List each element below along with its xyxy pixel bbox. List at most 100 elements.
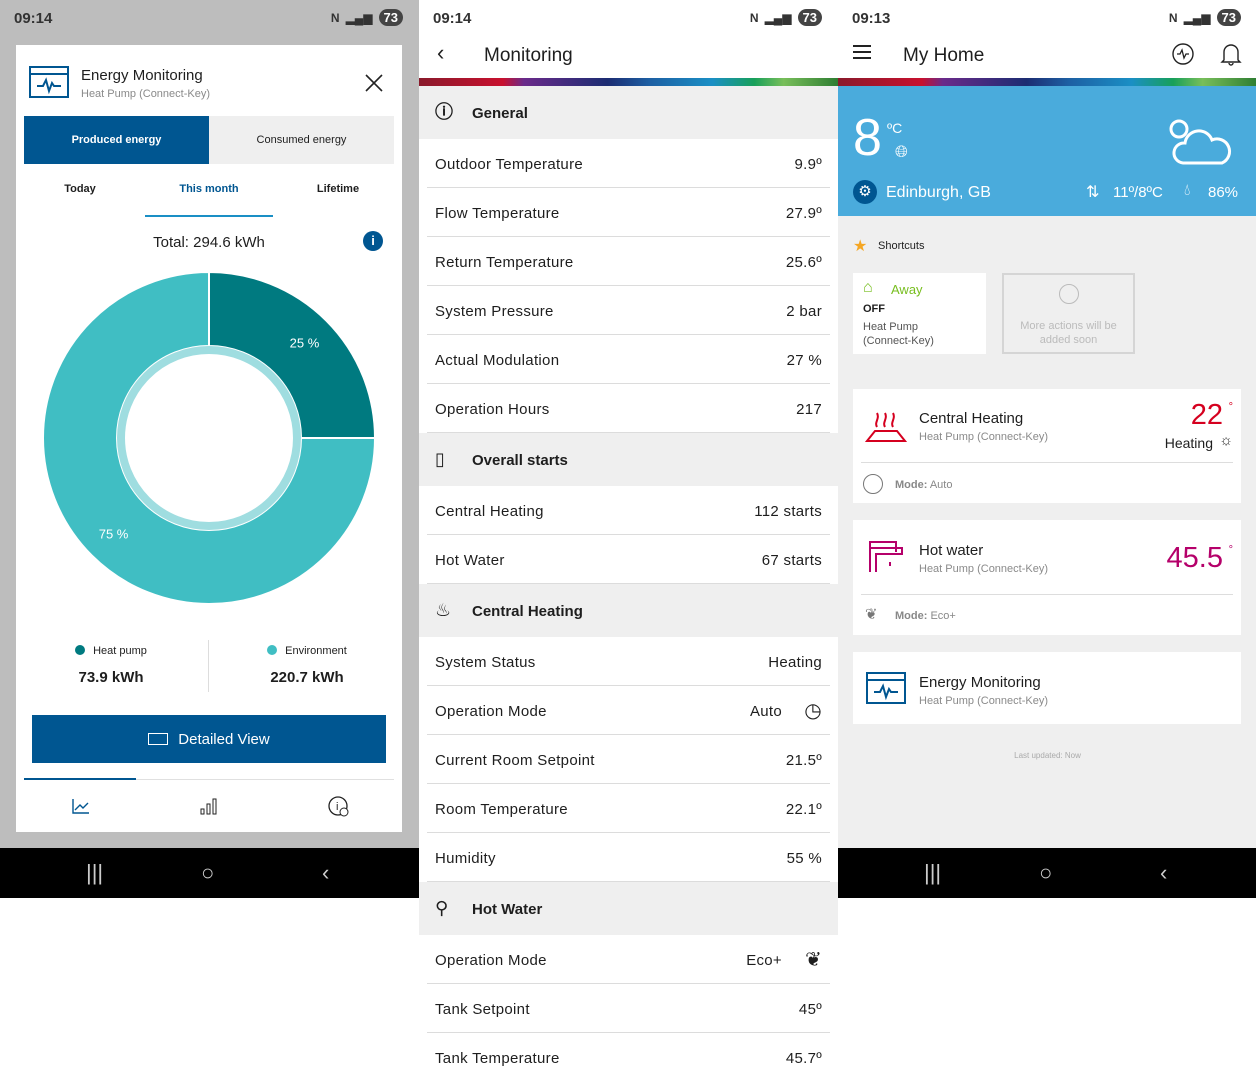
tab-consumed-energy[interactable]: Consumed energy — [209, 116, 394, 164]
away-house-icon: ⌂ — [863, 279, 873, 296]
away-shortcut[interactable]: ⌂ Away OFF Heat Pump (Connect-Key) — [853, 273, 986, 354]
divider — [208, 640, 209, 692]
battery-icon: 73 — [1216, 9, 1241, 26]
nfc-icon: N — [749, 10, 759, 25]
row-value: 21.5º — [785, 752, 822, 769]
heat-pump-dot — [75, 645, 86, 655]
signal-icon: ▂▄▆ — [1183, 10, 1211, 25]
row-value: 27 % — [786, 352, 822, 369]
status-time: 09:13 — [852, 10, 891, 27]
settings-icon[interactable]: ⚙ — [853, 180, 877, 204]
section-title: Hot Water — [472, 901, 543, 918]
status-time: 09:14 — [14, 10, 53, 27]
clock-icon: ◷ — [804, 700, 822, 722]
weather-location: Edinburgh, GB — [886, 184, 991, 201]
total-energy: Total: 294.6 kWh — [153, 234, 265, 251]
energy-monitor-icon — [866, 672, 906, 704]
energy-monitoring-dialog: Energy Monitoring Heat Pump (Connect-Key… — [16, 45, 402, 832]
section-title: Overall starts — [472, 452, 568, 469]
system-nav-bar: ||| ○ ‹ — [838, 848, 1256, 898]
slice-label: 25 % — [290, 336, 320, 351]
tile-title: Central Heating — [919, 410, 1024, 427]
device-icon: ▯ — [435, 449, 445, 469]
tile-subtitle: Heat Pump (Connect-Key) — [919, 431, 1048, 443]
list-item: Current Room Setpoint 21.5º — [427, 735, 830, 784]
row-label: System Pressure — [435, 303, 554, 320]
line-chart-icon[interactable] — [72, 798, 90, 814]
row-value: 55 % — [786, 850, 822, 867]
brand-stripe — [419, 78, 838, 86]
sun-icon: ☼ — [1219, 432, 1233, 449]
list-item: Central Heating 112 starts — [427, 486, 830, 535]
donut-inner-ring — [117, 346, 301, 530]
tile-title: Energy Monitoring — [919, 674, 1041, 691]
home-button[interactable]: ○ — [201, 860, 215, 885]
row-label: Operation Mode — [435, 952, 547, 969]
row-label: Outdoor Temperature — [435, 156, 584, 173]
row-label: Central Heating — [435, 503, 544, 520]
mode-value: Eco+ — [930, 610, 956, 622]
hot-water-temperature: 45.5 — [1166, 542, 1223, 574]
status-bar: 09:13 N ▂▄▆ 73 — [838, 0, 1256, 38]
legend-environment: Environment 220.7 kWh — [212, 645, 402, 686]
dialog-title: Energy Monitoring — [81, 67, 203, 84]
bar-chart-icon[interactable] — [200, 797, 218, 815]
environment-dot — [267, 645, 278, 655]
back-button[interactable]: ‹ — [1160, 860, 1168, 885]
section-header: ▯ Overall starts — [419, 433, 838, 486]
degree-sign: ° — [1228, 401, 1233, 413]
central-heating-tile[interactable]: Central Heating Heat Pump (Connect-Key) … — [853, 389, 1241, 503]
row-value: 22.1º — [785, 801, 822, 818]
row-label: Actual Modulation — [435, 352, 560, 369]
info-settings-icon[interactable]: i — [328, 796, 350, 818]
back-arrow-icon[interactable]: ‹ — [437, 40, 445, 65]
tile-subtitle: Heat Pump (Connect-Key) — [919, 563, 1048, 575]
list-item: Return Temperature 25.6º — [427, 237, 830, 286]
info-icon[interactable]: i — [363, 231, 383, 251]
tab-lifetime[interactable]: Lifetime — [316, 183, 360, 195]
tab-this-month[interactable]: This month — [145, 183, 273, 217]
legend-label: Environment — [285, 645, 347, 657]
row-value: 25.6º — [785, 254, 822, 271]
recent-apps-button[interactable]: ||| — [86, 860, 104, 885]
globe-icon: 🌐︎ — [895, 144, 908, 161]
detailed-view-button[interactable]: Detailed View — [32, 715, 386, 763]
weather-temperature: 8 — [853, 109, 882, 167]
list-item: Humidity 55 % — [427, 833, 830, 882]
energy-monitoring-tile[interactable]: Energy Monitoring Heat Pump (Connect-Key… — [853, 652, 1241, 724]
temperature-unit: ºC — [887, 120, 903, 136]
recent-apps-button[interactable]: ||| — [924, 860, 942, 885]
heating-icon: ♨ — [435, 600, 452, 620]
heating-icon — [865, 412, 907, 442]
legend-value: 220.7 kWh — [270, 669, 344, 686]
clock-icon — [1059, 284, 1079, 304]
section-header: ♨ Central Heating — [419, 584, 838, 637]
svg-text:i: i — [336, 801, 338, 813]
shortcuts-label: Shortcuts — [878, 240, 925, 252]
detailed-view-label: Detailed View — [178, 730, 270, 748]
back-button[interactable]: ‹ — [322, 860, 330, 885]
tab-today[interactable]: Today — [64, 183, 96, 195]
signal-icon: ▂▄▆ — [764, 10, 792, 25]
row-label: Return Temperature — [435, 254, 574, 271]
tab-produced-energy[interactable]: Produced energy — [24, 116, 209, 164]
section-header: ⓘ General — [419, 86, 838, 139]
section-title: Central Heating — [472, 603, 583, 620]
row-label: Flow Temperature — [435, 205, 560, 222]
eco-leaf-icon: ❦ — [804, 949, 822, 971]
home-button[interactable]: ○ — [1039, 860, 1053, 885]
info-icon: ⓘ — [435, 102, 453, 122]
more-actions-text: More actions will be added soon — [1020, 320, 1117, 346]
hot-water-tile[interactable]: Hot water Heat Pump (Connect-Key) 45.5 °… — [853, 520, 1241, 635]
nfc-icon: N — [1168, 10, 1178, 25]
mode-label: Mode: — [895, 479, 928, 491]
bell-icon[interactable] — [1220, 42, 1242, 66]
section-header: ⚲ Hot Water — [419, 882, 838, 935]
status-bar: 09:14 N ▂▄▆ 73 — [0, 0, 419, 38]
row-label: Tank Setpoint — [435, 1001, 530, 1018]
list-item: Flow Temperature 27.9º — [427, 188, 830, 237]
activity-icon[interactable] — [1172, 43, 1194, 65]
menu-icon[interactable] — [853, 45, 871, 59]
page-title: My Home — [903, 45, 985, 66]
close-icon[interactable] — [364, 73, 384, 93]
